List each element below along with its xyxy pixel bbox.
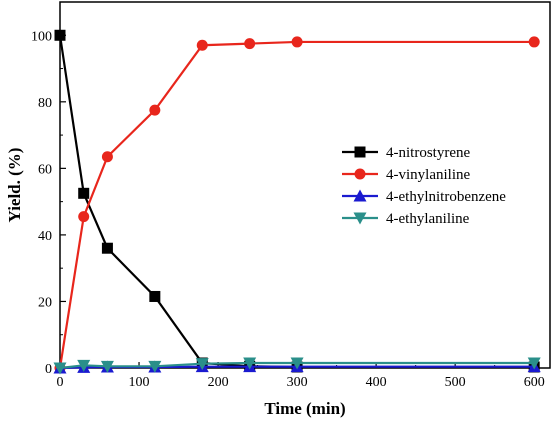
series-line xyxy=(59,361,535,370)
data-point xyxy=(54,29,66,41)
data-point xyxy=(244,38,256,50)
legend-label: 4-ethylnitrobenzene xyxy=(386,189,506,205)
data-point xyxy=(149,290,161,302)
data-point xyxy=(77,359,91,372)
data-point xyxy=(528,36,540,48)
data-point xyxy=(196,39,208,51)
y-tick-label: 0 xyxy=(45,362,52,377)
legend-label: 4-ethylaniline xyxy=(386,211,470,227)
data-point xyxy=(243,357,257,370)
y-tick-label: 20 xyxy=(38,295,52,310)
y-tick-label: 40 xyxy=(38,229,52,244)
legend-item: 4-ethylaniline xyxy=(342,211,470,227)
legend: 4-nitrostyrene 4-vinylaniline 4-ethylnitro… xyxy=(342,145,506,227)
legend-marker xyxy=(354,168,366,180)
legend-item: 4-vinylaniline xyxy=(342,167,470,183)
x-tick-label: 600 xyxy=(524,375,545,390)
series-4-ethylaniline xyxy=(53,357,541,375)
x-tick-label: 500 xyxy=(445,375,466,390)
legend-item: 4-nitrostyrene xyxy=(342,145,470,161)
data-point xyxy=(148,360,162,373)
data-point xyxy=(101,242,113,254)
y-tick-label: 80 xyxy=(38,96,52,111)
y-tick-label: 60 xyxy=(38,162,52,177)
data-point xyxy=(149,104,161,116)
legend-label: 4-vinylaniline xyxy=(386,167,470,183)
x-tick-label: 100 xyxy=(129,375,150,390)
data-point xyxy=(53,362,67,375)
legend-label: 4-nitrostyrene xyxy=(386,145,470,161)
series-layer xyxy=(53,29,541,375)
series-line xyxy=(59,365,535,370)
data-point xyxy=(195,358,209,371)
x-axis-title: Time (min) xyxy=(264,399,345,418)
axes-layer: 0 100 200 300 400 500 600 0 20 40 60 80 100 xyxy=(31,29,545,390)
legend-marker xyxy=(353,212,367,225)
x-tick-label: 300 xyxy=(287,375,308,390)
y-tick-label: 100 xyxy=(31,29,52,44)
x-tick-label: 0 xyxy=(57,375,64,390)
series-line xyxy=(58,40,535,369)
data-point xyxy=(527,357,541,370)
legend-marker xyxy=(354,146,366,158)
legend-item: 4-ethylnitrobenzene xyxy=(342,189,506,205)
plot-frame xyxy=(59,1,551,369)
x-tick-label: 200 xyxy=(208,375,229,390)
data-point xyxy=(291,36,303,48)
data-point xyxy=(78,211,90,223)
x-tick-label: 400 xyxy=(366,375,387,390)
data-point xyxy=(290,357,304,370)
data-point xyxy=(100,360,114,373)
data-point xyxy=(101,151,113,163)
data-point xyxy=(78,187,90,199)
y-axis-title: Yield. (%) xyxy=(5,148,24,223)
legend-marker xyxy=(353,189,367,202)
